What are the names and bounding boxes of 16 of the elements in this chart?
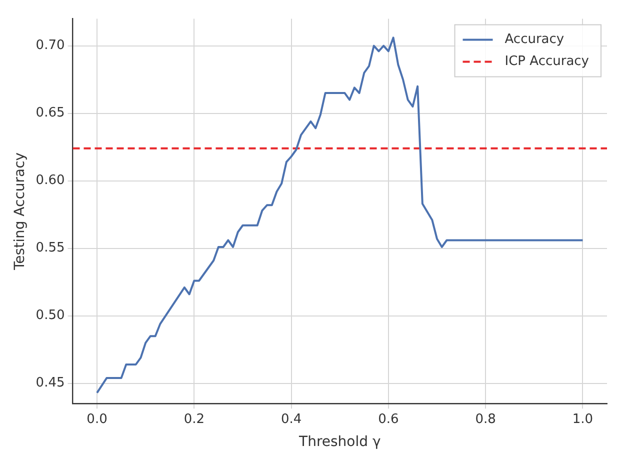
x-tick-label: 0.6 — [378, 412, 399, 427]
x-tick-label: 0.0 — [86, 412, 108, 427]
y-tick-label: 0.55 — [36, 240, 65, 256]
x-tick-label: 0.2 — [184, 412, 205, 427]
y-tick-label: 0.45 — [36, 376, 65, 391]
x-axis-title: Threshold γ — [298, 434, 381, 450]
y-tick-label: 0.65 — [36, 106, 65, 121]
y-tick-label: 0.50 — [36, 308, 65, 324]
legend-label: ICP Accuracy — [504, 54, 590, 70]
x-tick-label: 0.4 — [280, 412, 302, 427]
y-axis-title: Testing Accuracy — [12, 152, 28, 271]
y-tick-label: 0.60 — [36, 173, 65, 188]
x-tick-label: 0.8 — [475, 412, 496, 427]
y-tick-label: 0.70 — [36, 38, 65, 54]
x-tick-label: 1.0 — [572, 412, 594, 427]
legend-label: Accuracy — [504, 32, 564, 48]
